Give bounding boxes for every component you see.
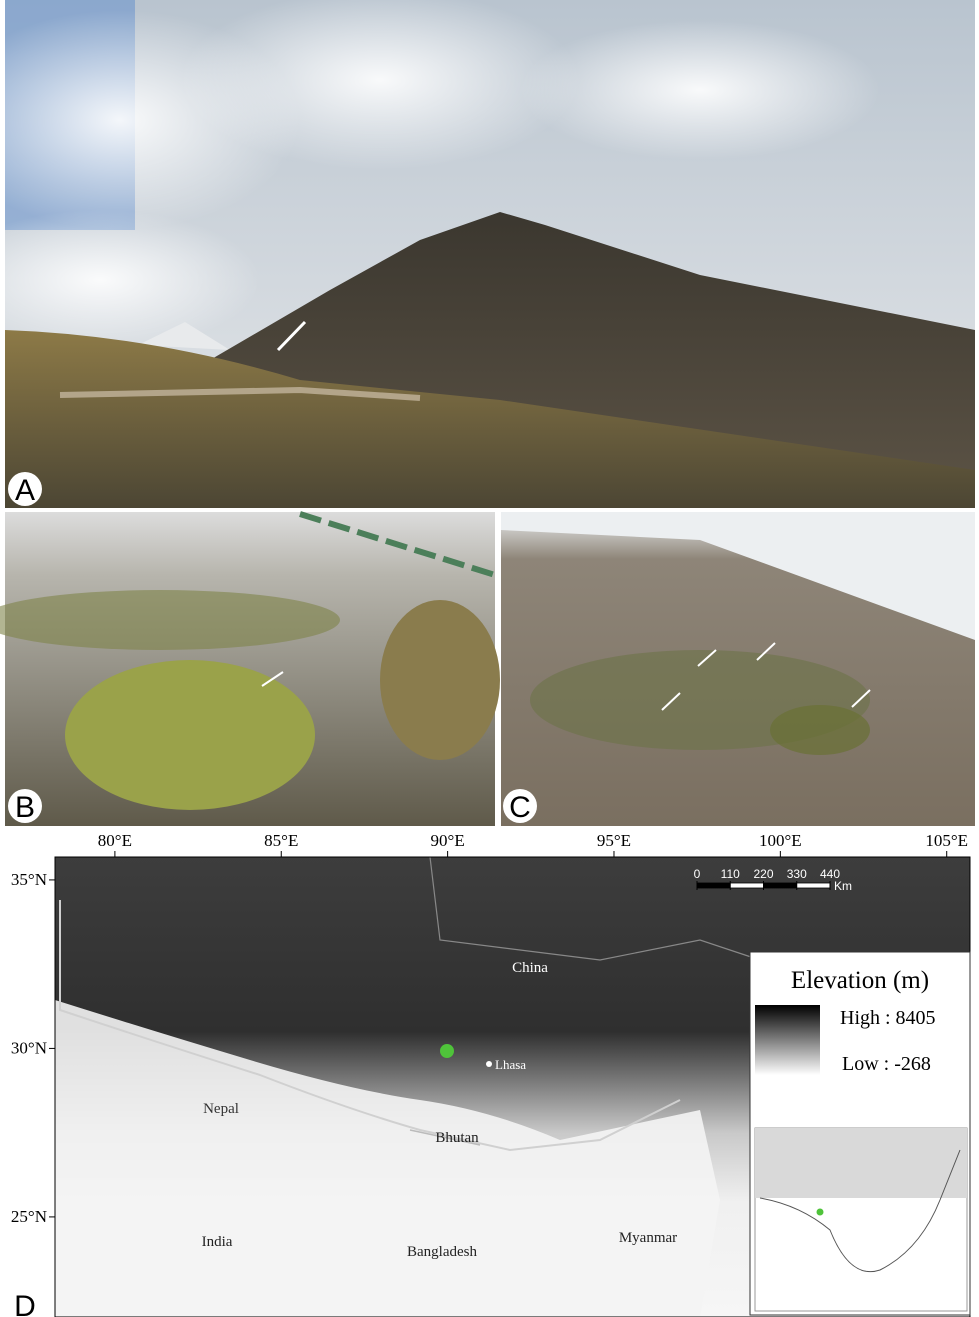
legend-high: High : 8405 bbox=[840, 1007, 936, 1029]
figure: China Nepal Bhutan India Bangladesh Myan… bbox=[0, 0, 979, 1317]
panel-label: C bbox=[509, 791, 531, 824]
legend-title: Elevation (m) bbox=[791, 967, 929, 994]
lon-tick-label: 105°E bbox=[925, 831, 968, 850]
lat-tick-label: 35°N bbox=[11, 870, 47, 889]
panel-label: D bbox=[14, 1290, 36, 1317]
place-label: India bbox=[202, 1234, 233, 1250]
panel-label: A bbox=[15, 474, 35, 507]
place-label: China bbox=[512, 960, 548, 976]
study-site bbox=[440, 1044, 454, 1058]
place-label: Bhutan bbox=[435, 1130, 479, 1146]
panel-label: B bbox=[15, 791, 35, 824]
lon-tick-label: 80°E bbox=[98, 831, 132, 850]
photo-c bbox=[501, 512, 975, 826]
place-label: Lhasa bbox=[495, 1057, 526, 1072]
lon-tick-label: 85°E bbox=[264, 831, 298, 850]
scale-tick-label: 220 bbox=[753, 867, 773, 881]
place-label: Nepal bbox=[203, 1101, 239, 1117]
city-point bbox=[486, 1061, 492, 1067]
photo-b bbox=[0, 512, 500, 826]
lon-tick-label: 100°E bbox=[759, 831, 802, 850]
lat-tick-label: 25°N bbox=[11, 1207, 47, 1226]
scale-unit: Km bbox=[834, 879, 852, 893]
photo-a bbox=[0, 0, 975, 508]
lat-tick-label: 30°N bbox=[11, 1038, 47, 1057]
scale-bar-segment bbox=[764, 883, 797, 888]
legend: Elevation (m) High : 8405 Low : -268 bbox=[750, 952, 970, 1315]
lon-tick-label: 90°E bbox=[431, 831, 465, 850]
place-label: Bangladesh bbox=[407, 1244, 477, 1260]
scale-tick-label: 330 bbox=[787, 867, 807, 881]
lon-tick-label: 95°E bbox=[597, 831, 631, 850]
scale-tick-label: 0 bbox=[694, 867, 701, 881]
legend-low: Low : -268 bbox=[842, 1053, 931, 1075]
place-label: Myanmar bbox=[619, 1230, 677, 1246]
scale-tick-label: 110 bbox=[721, 867, 740, 881]
scale-bar-segment bbox=[697, 883, 730, 888]
